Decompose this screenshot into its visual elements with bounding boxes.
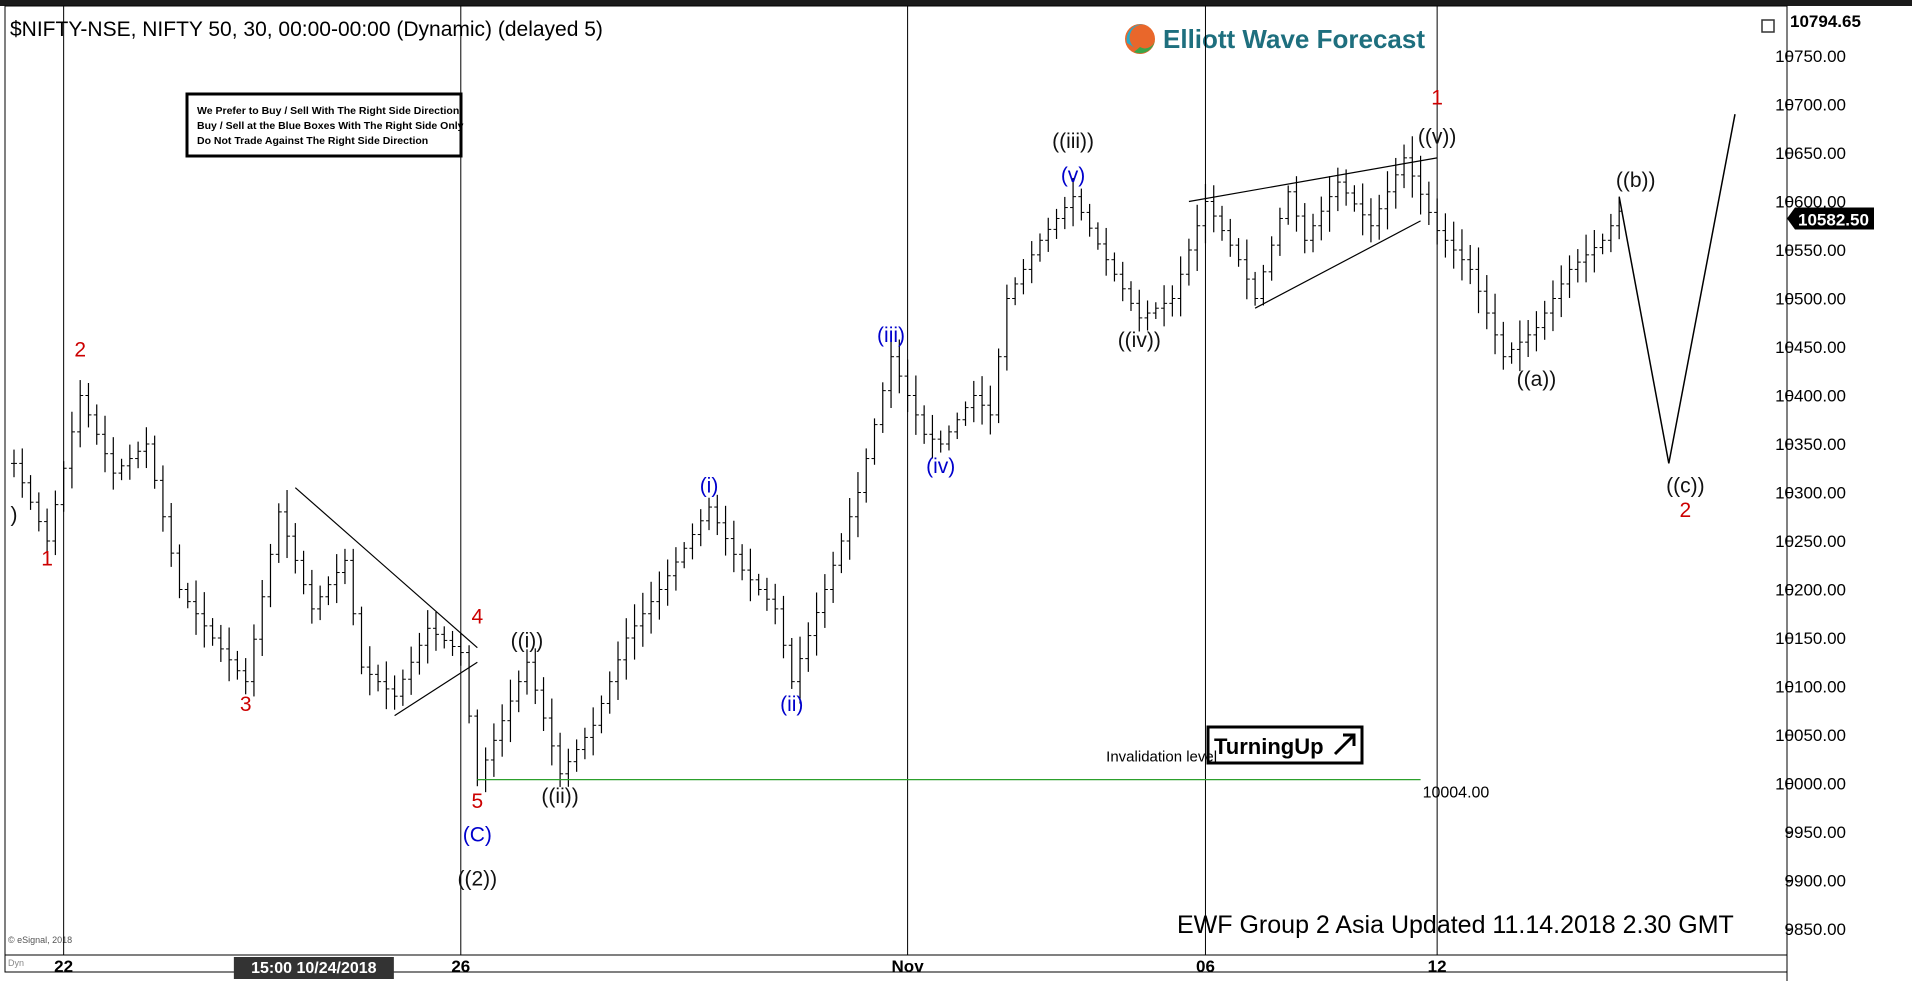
- top-price-box: [1788, 10, 1888, 32]
- trend-line: [394, 661, 478, 717]
- wave-label: (ii): [780, 693, 803, 716]
- logo-leaf-icon: [1134, 38, 1156, 54]
- y-tick-label: 10000.00: [1775, 775, 1846, 794]
- notice-line-1: We Prefer to Buy / Sell With The Right S…: [197, 105, 459, 117]
- wave-labels: ) 1 2 3 4 5 (C) ((2)) ((i)) ((ii)) (i) (ii) (iii) (iv…: [11, 87, 1705, 891]
- projection-line: [1618, 114, 1736, 464]
- y-tick-label: 10650.00: [1775, 144, 1846, 163]
- wave-label: (v): [1061, 164, 1086, 187]
- wave-label: ((c)): [1666, 475, 1704, 498]
- wave-label: 2: [74, 339, 86, 362]
- wave-label: (i): [700, 475, 719, 498]
- invalidation-level: Invalidation level 10004.00: [477, 749, 1489, 802]
- wave-label: ((ii)): [541, 785, 578, 808]
- y-tick-label: 10250.00: [1775, 532, 1846, 551]
- wave-label: 1: [1431, 87, 1443, 110]
- y-tick-label: 9950.00: [1785, 823, 1846, 842]
- y-tick-label: 10500.00: [1775, 290, 1846, 309]
- trend-line: [1188, 157, 1438, 203]
- wave-label: 1: [41, 547, 53, 570]
- y-tick-label: 10050.00: [1775, 726, 1846, 745]
- brand-name: Elliott Wave Forecast: [1163, 24, 1425, 54]
- wave-label: ((b)): [1616, 169, 1656, 192]
- arrow-up-right-icon: [1333, 733, 1356, 756]
- brand-logo: Elliott Wave Forecast: [1125, 24, 1425, 54]
- notice-box-frame: [185, 92, 463, 158]
- badge-frame: [1206, 725, 1364, 765]
- notice-line-3: Do Not Trade Against The Right Side Dire…: [197, 135, 428, 147]
- x-tick-label: 06: [1196, 957, 1215, 976]
- price-bars: [11, 136, 1623, 793]
- y-tick-label: 9900.00: [1785, 872, 1846, 891]
- price-tags: 10794.65 10582.50: [1787, 10, 1888, 230]
- chart-border-top: [0, 0, 1912, 6]
- wave-label: 3: [240, 693, 252, 716]
- notice-line-2: Buy / Sell at the Blue Boxes With The Ri…: [197, 120, 464, 132]
- wave-label: ((v)): [1418, 125, 1456, 148]
- crosshair-date-label: 15:00 10/24/2018: [251, 960, 377, 977]
- y-tick-label: 10450.00: [1775, 338, 1846, 357]
- y-tick-label: 10150.00: [1775, 629, 1846, 648]
- dyn-tag: Dyn: [8, 958, 24, 968]
- badge-label: TurningUp: [1214, 734, 1324, 759]
- invalidation-value: 10004.00: [1423, 785, 1490, 802]
- wave-label: ((2)): [458, 867, 498, 890]
- copyright: © eSignal, 2018: [8, 935, 72, 945]
- trend-line: [1254, 220, 1421, 309]
- top-price-label: 10794.65: [1790, 12, 1861, 31]
- turning-up-badge: TurningUp: [1206, 725, 1364, 765]
- x-tick-label: 12: [1428, 957, 1447, 976]
- x-tick-label: Nov: [892, 957, 925, 976]
- current-price-label: 10582.50: [1798, 210, 1869, 229]
- y-tick-label: 10400.00: [1775, 387, 1846, 406]
- x-tick-label: 26: [451, 957, 470, 976]
- x-tick-label: 22: [54, 957, 73, 976]
- y-tick-label: 10600.00: [1775, 193, 1846, 212]
- wave-label: ((iii)): [1052, 130, 1094, 153]
- wave-label: ): [11, 504, 18, 527]
- wave-label: 2: [1680, 499, 1692, 522]
- wave-label: ((i)): [511, 630, 544, 653]
- projection-path: [1618, 114, 1736, 464]
- window-restore-icon[interactable]: [1761, 19, 1775, 33]
- current-price-box: [1787, 207, 1874, 230]
- notice-box: We Prefer to Buy / Sell With The Right S…: [185, 92, 464, 158]
- y-tick-label: 10750.00: [1775, 47, 1846, 66]
- y-tick-label: 10350.00: [1775, 435, 1846, 454]
- wave-label: (C): [463, 824, 492, 847]
- y-axis-ticks: 10750.00 10700.00 10650.00 10600.00 10550.00…: [1775, 47, 1846, 939]
- invalidation-label: Invalidation level: [1106, 749, 1217, 766]
- y-tick-label: 10300.00: [1775, 484, 1846, 503]
- wave-label: 4: [472, 605, 484, 628]
- wave-label: ((a)): [1517, 368, 1557, 391]
- crosshair-date-box: [233, 957, 394, 979]
- wave-label: 5: [472, 790, 484, 813]
- trend-lines: [294, 157, 1438, 717]
- y-tick-label: 9850.00: [1785, 920, 1846, 939]
- wave-label: (iii): [877, 324, 905, 347]
- y-tick-label: 10200.00: [1775, 581, 1846, 600]
- wave-label: ((iv)): [1118, 329, 1161, 352]
- y-tick-label: 10700.00: [1775, 96, 1846, 115]
- symbol-title: $NIFTY-NSE, NIFTY 50, 30, 00:00-00:00 (D…: [10, 18, 603, 41]
- wave-label: (iv): [926, 455, 955, 478]
- y-tick-label: 10100.00: [1775, 678, 1846, 697]
- y-tick-label: 10550.00: [1775, 241, 1846, 260]
- logo-ring-icon: [1125, 24, 1155, 54]
- trend-line: [294, 487, 478, 649]
- updated-note: EWF Group 2 Asia Updated 11.14.2018 2.30…: [1177, 911, 1734, 939]
